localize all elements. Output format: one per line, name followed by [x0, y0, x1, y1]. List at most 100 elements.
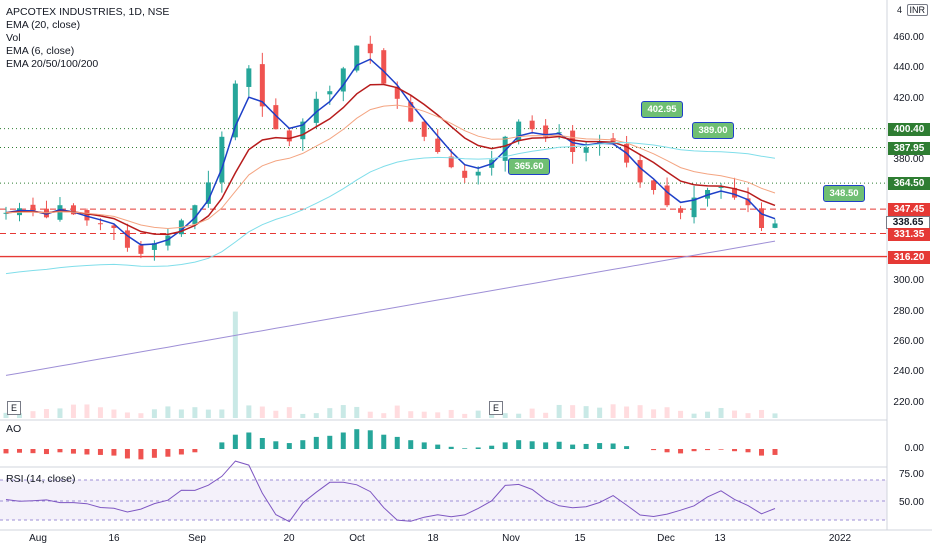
ao-bar [354, 429, 360, 449]
time-axis-label: 20 [283, 533, 295, 544]
candle-body [718, 186, 724, 188]
ao-bar [529, 441, 535, 449]
candle-body [259, 64, 265, 107]
price-tag: 364.50 [888, 177, 930, 191]
candle-body [529, 120, 535, 130]
volume-bar [543, 412, 549, 418]
volume-bar [732, 410, 738, 418]
volume-bar [381, 413, 387, 418]
ao-bar [759, 449, 765, 456]
candle-body [84, 210, 90, 221]
candle-body [97, 223, 103, 225]
ao-bar [192, 449, 198, 453]
currency-code[interactable]: INR [906, 4, 928, 16]
legend-ema6: EMA (6, close) [6, 45, 75, 57]
candle-body [219, 136, 225, 183]
volume-bar [664, 407, 670, 418]
rsi-label: RSI (14, close) [6, 473, 76, 485]
volume-bar [678, 410, 684, 418]
earnings-marker[interactable]: E [7, 401, 21, 415]
ao-bar [43, 449, 49, 455]
volume-bar [718, 408, 724, 418]
candle-body [57, 205, 63, 220]
volume-bar [300, 413, 306, 418]
candle-body [327, 91, 333, 95]
price-scale-label: 300.00 [893, 275, 924, 287]
candle-body [678, 208, 684, 213]
ao-bar [502, 442, 508, 449]
ema200-line [5, 240, 776, 376]
ao-bar [543, 442, 549, 449]
volume-bar [462, 413, 468, 418]
candle-body [435, 138, 441, 152]
ao-bar [30, 449, 36, 454]
candle-body [138, 245, 144, 254]
ao-bar [381, 434, 387, 449]
price-callout[interactable]: 348.50 [823, 185, 865, 202]
price-callout[interactable]: 389.00 [692, 122, 734, 139]
time-axis-label: Aug [29, 533, 47, 544]
volume-bar [16, 413, 22, 418]
volume-bar [70, 404, 76, 418]
price-scale-label: 460.00 [893, 32, 924, 43]
rsi-line [5, 460, 776, 523]
ao-bar [111, 449, 117, 456]
candle-body [732, 187, 738, 198]
volume-bar [610, 404, 616, 418]
ema50-line [5, 104, 776, 230]
price-tag: 331.35 [888, 227, 930, 241]
ao-bar [70, 449, 76, 454]
time-axis-label: Sep [188, 533, 206, 544]
ao-bar [165, 449, 171, 457]
volume-bar [705, 411, 711, 418]
ao-bar [772, 449, 778, 455]
candle-body [448, 156, 454, 168]
ao-bar [97, 449, 103, 455]
time-axis-label: 13 [714, 533, 726, 544]
ao-bar [435, 444, 441, 449]
ema6-line [5, 58, 776, 246]
ao-bar [745, 449, 751, 453]
earnings-marker[interactable]: E [489, 401, 503, 415]
volume-bar [151, 409, 157, 418]
candle-body [772, 223, 778, 228]
legend-symbol: APCOTEX INDUSTRIES, 1D, NSE [6, 6, 170, 18]
ao-bar [448, 446, 454, 449]
volume-bar [259, 406, 265, 418]
volume-bar [165, 406, 171, 418]
ao-bar [489, 445, 495, 449]
ao-bar [394, 436, 400, 449]
candle-body [408, 102, 414, 122]
volume-bar [637, 405, 643, 418]
candle-body [273, 105, 279, 130]
candle-body [664, 185, 670, 206]
volume-bar [192, 407, 198, 418]
ao-bar [327, 435, 333, 449]
ao-bar [556, 441, 562, 449]
volume-bar [273, 410, 279, 418]
candle-body [313, 98, 319, 123]
ao-label: AO [6, 423, 22, 435]
ao-bar [57, 449, 63, 453]
volume-bar [340, 405, 346, 418]
price-callout[interactable]: 402.95 [641, 101, 683, 118]
currency-indicator[interactable]: 4 INR [897, 4, 928, 16]
volume-bar [57, 408, 63, 418]
candle-body [192, 205, 198, 225]
volume-bar [691, 413, 697, 418]
volume-bar [502, 413, 508, 418]
volume-bar [583, 406, 589, 418]
price-tag: 387.95 [888, 141, 930, 155]
volume-bar [84, 404, 90, 418]
volume-bar [394, 405, 400, 418]
price-callout[interactable]: 365.60 [508, 158, 550, 175]
ao-scale: 0.00 [904, 443, 924, 454]
time-axis-label: Oct [349, 533, 365, 544]
ao-bar [3, 449, 9, 454]
volume-bar [111, 409, 117, 418]
ao-bar [583, 443, 589, 449]
ao-bar [178, 449, 184, 455]
ao-bar [678, 449, 684, 454]
candle-body [462, 170, 468, 178]
